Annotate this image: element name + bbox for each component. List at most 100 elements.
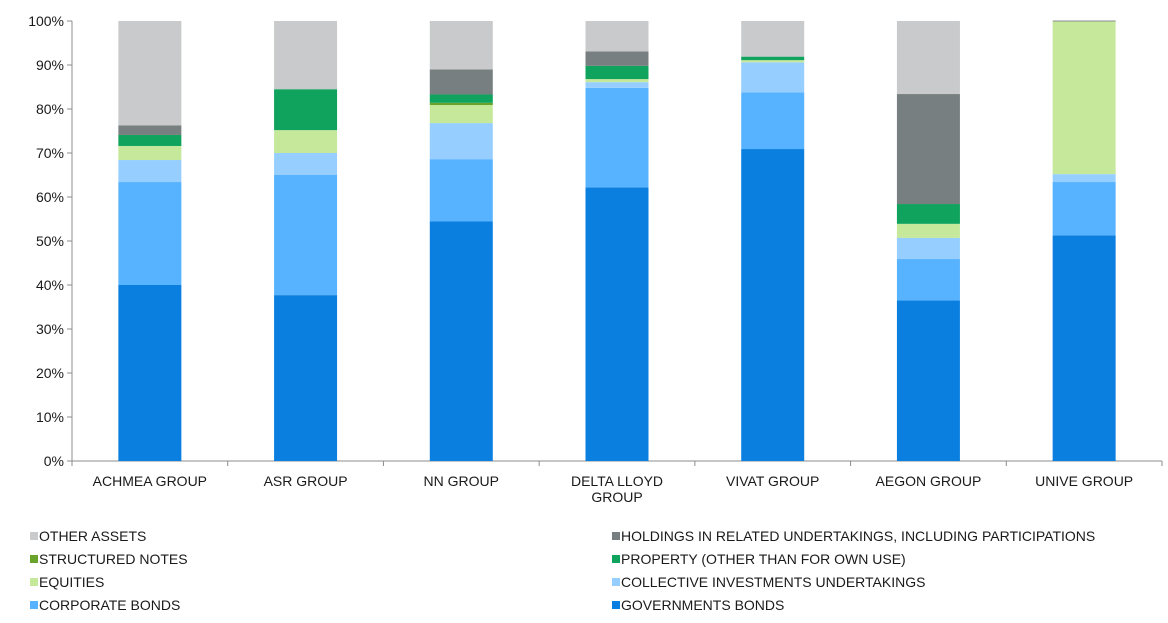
legend-label: CORPORATE BONDS: [39, 596, 181, 613]
y-tick-label: 10%: [36, 409, 64, 425]
legend-swatch: [612, 554, 620, 563]
bar-stack: [896, 21, 960, 461]
bar-segment: [585, 82, 649, 88]
legend-label: OTHER ASSETS: [39, 527, 147, 544]
bar-segment: [741, 62, 805, 93]
bar-segment: [118, 160, 182, 183]
bar-segment: [896, 259, 960, 301]
bar-segment: [585, 87, 649, 188]
bar-stack: [274, 21, 338, 461]
y-tick-label: 70%: [36, 145, 64, 161]
bar-segment: [896, 223, 960, 238]
bar-segment: [741, 56, 805, 61]
bars: [118, 20, 1116, 462]
bar-segment: [741, 92, 805, 150]
legend-label: EQUITIES: [39, 573, 105, 590]
bar-segment: [274, 175, 338, 296]
legend: OTHER ASSETS HOLDINGS IN RELATED UNDERTAK…: [30, 524, 1168, 620]
legend-label: COLLECTIVE INVESTMENTS UNDERTAKINGS: [621, 573, 926, 590]
bar-segment: [741, 149, 805, 462]
x-axis-labels: ACHMEA GROUP ASR GROUP NN GROUP DELTA LLOYD…: [93, 473, 1133, 505]
bar-segment: [274, 21, 338, 90]
bar-segment: [585, 65, 649, 80]
y-tick-label: 90%: [36, 57, 64, 73]
y-tick-label: 50%: [36, 233, 64, 249]
x-tick-label: AEGON GROUP: [876, 473, 982, 489]
bar-segment: [896, 204, 960, 224]
bar-segment: [1052, 20, 1116, 22]
bar-segment: [274, 295, 338, 461]
x-tick-label: ASR GROUP: [264, 473, 348, 489]
legend-label: PROPERTY (OTHER THAN FOR OWN USE): [621, 550, 906, 567]
legend-swatch: [612, 577, 620, 586]
bar-segment: [274, 153, 338, 175]
bar-stack: [429, 21, 493, 461]
bar-segment: [585, 187, 649, 461]
x-tick-label: UNIVE GROUP: [1035, 473, 1133, 489]
x-axis: [71, 460, 1163, 466]
legend-swatch: [30, 600, 38, 609]
bar-segment: [896, 94, 960, 205]
legend-swatch: [612, 600, 620, 609]
y-tick-label: 60%: [36, 189, 64, 205]
y-tick-label: 80%: [36, 101, 64, 117]
bar-stack: [118, 21, 182, 461]
bar-stack: [585, 21, 649, 461]
bar-segment: [1052, 21, 1116, 175]
legend-label: GOVERNMENTS BONDS: [621, 596, 785, 613]
x-tick-label: DELTA LLOYD: [571, 473, 663, 489]
legend-item: STRUCTURED NOTES: [30, 547, 612, 570]
bar-segment: [585, 51, 649, 66]
x-tick-label: NN GROUP: [424, 473, 499, 489]
legend-swatch: [30, 531, 38, 540]
bar-segment: [896, 21, 960, 95]
y-axis: 0% 10% 20% 30% 40% 50% 60% 70% 80% 90% 100%: [28, 13, 73, 469]
stacked-bar-chart: 0% 10% 20% 30% 40% 50% 60% 70% 80% 90% 100% ACHMEA…: [28, 13, 1163, 505]
bar-segment: [429, 69, 493, 95]
bar-segment: [274, 130, 338, 153]
bar-segment: [429, 123, 493, 160]
bar-segment: [274, 89, 338, 131]
bar-segment: [741, 21, 805, 57]
x-tick-label: GROUP: [591, 489, 642, 505]
bar-segment: [1052, 235, 1116, 461]
legend-item: GOVERNMENTS BONDS: [612, 593, 1168, 616]
bar-segment: [429, 102, 493, 106]
legend-item: PROPERTY (OTHER THAN FOR OWN USE): [612, 547, 1168, 570]
bar-segment: [429, 159, 493, 222]
y-tick-label: 40%: [36, 277, 64, 293]
legend-swatch: [30, 554, 38, 563]
legend-item: CORPORATE BONDS: [30, 593, 612, 616]
bar-segment: [118, 21, 182, 126]
legend-item: HOLDINGS IN RELATED UNDERTAKINGS, INCLUD…: [612, 524, 1168, 547]
y-tick-label: 20%: [36, 365, 64, 381]
bar-segment: [1052, 174, 1116, 183]
legend-item: EQUITIES: [30, 570, 612, 593]
bar-segment: [118, 182, 182, 285]
bar-segment: [429, 21, 493, 70]
bar-segment: [585, 79, 649, 83]
legend-swatch: [30, 577, 38, 586]
bar-segment: [118, 145, 182, 161]
legend-label: STRUCTURED NOTES: [39, 550, 188, 567]
x-tick-label: VIVAT GROUP: [726, 473, 819, 489]
y-tick-label: 0%: [44, 453, 64, 469]
bar-segment: [118, 125, 182, 135]
bar-segment: [741, 60, 805, 63]
legend-item: COLLECTIVE INVESTMENTS UNDERTAKINGS: [612, 570, 1168, 593]
x-tick-label: ACHMEA GROUP: [93, 473, 207, 489]
y-tick-label: 100%: [28, 13, 64, 29]
bar-segment: [429, 94, 493, 103]
bar-segment: [896, 300, 960, 461]
bar-segment: [585, 21, 649, 52]
legend-label: HOLDINGS IN RELATED UNDERTAKINGS, INCLUD…: [621, 527, 1096, 544]
y-tick-label: 30%: [36, 321, 64, 337]
bar-stack: [1052, 20, 1116, 461]
bar-segment: [1052, 182, 1116, 236]
bar-segment: [896, 237, 960, 260]
legend-item: OTHER ASSETS: [30, 524, 612, 547]
bar-segment: [118, 285, 182, 461]
bar-segment: [429, 221, 493, 461]
legend-swatch: [612, 531, 620, 540]
bar-segment: [429, 105, 493, 124]
